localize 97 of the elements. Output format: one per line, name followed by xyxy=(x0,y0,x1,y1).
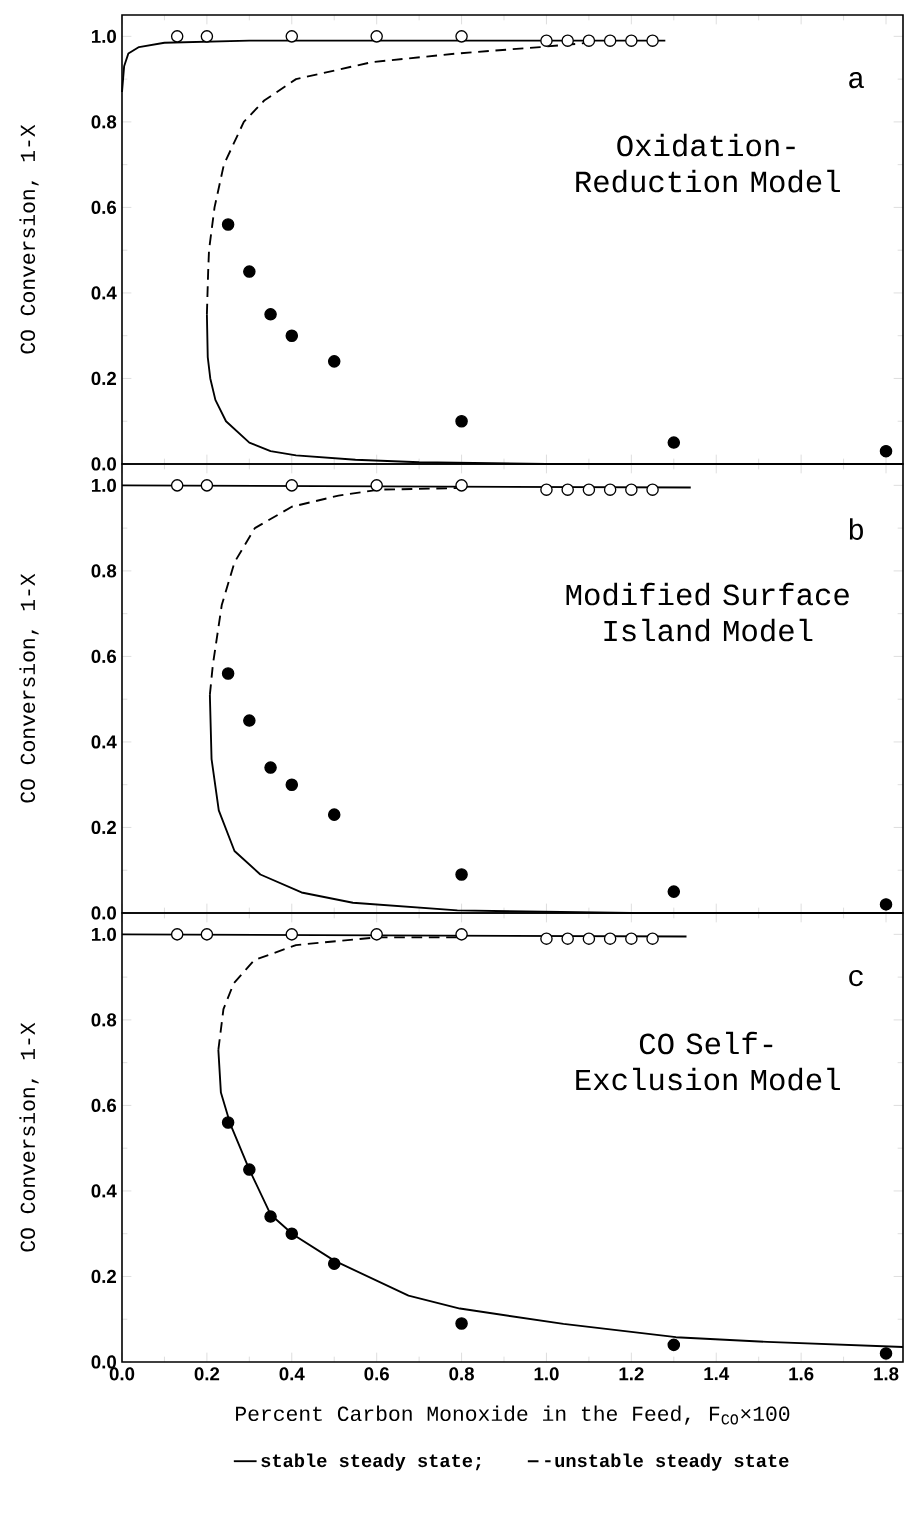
point xyxy=(370,30,383,43)
annotation: b xyxy=(849,518,863,540)
point xyxy=(200,30,214,43)
x-axis-title: Percent Carbon Monoxide in the Feed, F$_{CO}$×100 xyxy=(235,1405,790,1425)
y-tick-label: 0.4 xyxy=(91,1184,117,1198)
y-tick-label: 0.2 xyxy=(91,820,116,835)
y-tick-label: 0.4 xyxy=(91,735,117,749)
point xyxy=(582,483,596,496)
x-tick-label: 1.8 xyxy=(874,1367,899,1381)
point xyxy=(242,1163,256,1176)
point xyxy=(285,1227,298,1240)
point xyxy=(582,34,596,47)
x-tick-label: 0.6 xyxy=(364,1367,389,1381)
x-tick-label: 0.2 xyxy=(194,1367,220,1381)
x-tick-label: 0.0 xyxy=(109,1367,135,1381)
y-axis-title: CO Conversion, 1-X xyxy=(19,1022,39,1252)
y-tick-label: 1.0 xyxy=(91,927,116,941)
point xyxy=(624,932,638,945)
point xyxy=(327,355,341,368)
point xyxy=(170,30,184,43)
point xyxy=(242,265,256,278)
point xyxy=(540,932,553,945)
point xyxy=(370,479,383,492)
annotation: c xyxy=(849,970,863,987)
point xyxy=(285,928,298,941)
point xyxy=(455,30,468,43)
point xyxy=(455,928,468,941)
point xyxy=(667,1338,680,1352)
legend-label: stable steady state; xyxy=(261,1453,481,1471)
point xyxy=(170,928,184,941)
y-tick-label: 0.8 xyxy=(91,115,117,129)
point xyxy=(561,932,574,945)
point xyxy=(170,479,184,492)
point xyxy=(455,479,468,492)
y-tick-label: 0.0 xyxy=(91,457,116,471)
y-tick-label: 1.0 xyxy=(91,478,116,492)
y-axis-title: CO Conversion, 1-X xyxy=(19,124,39,354)
point xyxy=(540,483,553,496)
point xyxy=(285,778,298,791)
point xyxy=(667,436,680,449)
point xyxy=(603,932,617,945)
y-axis-title: CO Conversion, 1-X xyxy=(19,573,39,803)
point xyxy=(646,483,659,496)
y-tick-label: 0.0 xyxy=(91,1355,116,1369)
point xyxy=(455,1317,468,1330)
annotation: Modified Surface Island Model xyxy=(566,582,849,642)
y-tick-label: 0.8 xyxy=(91,1013,117,1027)
point xyxy=(221,1116,235,1129)
y-tick-label: 0.0 xyxy=(91,906,116,920)
point xyxy=(455,868,468,881)
x-tick-label: 1.2 xyxy=(619,1367,644,1381)
point xyxy=(603,34,617,47)
y-tick-label: 0.8 xyxy=(91,564,117,578)
point xyxy=(646,34,659,47)
point xyxy=(879,898,893,911)
point xyxy=(624,34,638,47)
point xyxy=(624,483,638,496)
point xyxy=(370,928,383,941)
point xyxy=(264,761,277,774)
y-tick-label: 0.2 xyxy=(91,1269,116,1284)
point xyxy=(582,932,596,945)
point xyxy=(561,34,574,47)
y-tick-label: 0.6 xyxy=(91,649,116,664)
point xyxy=(667,885,680,898)
point xyxy=(879,1347,893,1360)
point xyxy=(285,30,298,43)
point xyxy=(646,932,659,945)
y-tick-label: 0.6 xyxy=(91,200,116,215)
x-tick-label: 1.0 xyxy=(534,1367,559,1381)
x-tick-label: 1.6 xyxy=(789,1367,814,1381)
point xyxy=(221,667,235,680)
x-tick-label: 0.4 xyxy=(279,1367,305,1381)
point xyxy=(221,218,235,231)
annotation: CO Self-Exclusion Model xyxy=(576,1031,840,1091)
point xyxy=(327,808,341,821)
point xyxy=(200,928,214,941)
y-tick-label: 1.0 xyxy=(91,29,116,43)
point xyxy=(285,479,298,492)
point xyxy=(264,308,277,321)
point xyxy=(540,34,553,47)
point xyxy=(200,479,214,492)
legend-label: unstable steady state xyxy=(555,1453,789,1471)
x-tick-label: 0.8 xyxy=(449,1367,474,1381)
x-tick-label: 1.4 xyxy=(704,1367,730,1381)
y-tick-label: 0.2 xyxy=(91,371,116,386)
annotation: Oxidation-Reduction Model xyxy=(576,133,840,193)
y-tick-label: 0.4 xyxy=(91,286,117,300)
y-tick-label: 0.6 xyxy=(91,1098,116,1113)
point xyxy=(603,483,617,496)
point xyxy=(264,1210,277,1223)
point xyxy=(242,714,256,727)
point xyxy=(561,483,574,496)
point xyxy=(285,329,298,342)
point xyxy=(879,444,893,458)
point xyxy=(455,414,468,428)
annotation: a xyxy=(849,72,864,89)
point xyxy=(327,1257,341,1270)
